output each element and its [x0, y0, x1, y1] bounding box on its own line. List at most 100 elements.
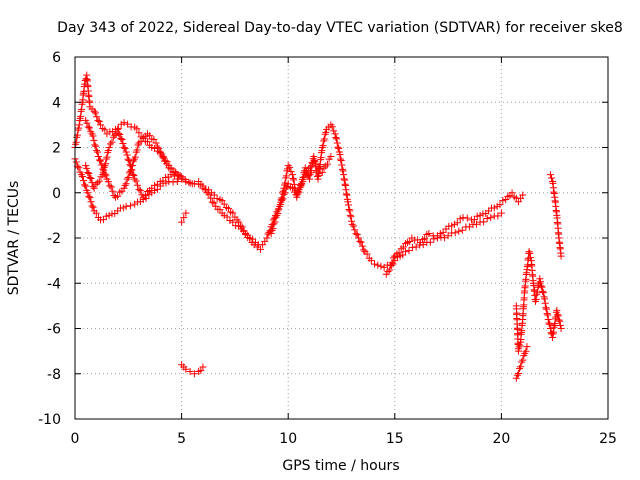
data-point [136, 187, 144, 195]
data-point [345, 201, 353, 209]
data-point [330, 127, 338, 135]
data-point [90, 107, 98, 115]
data-point [99, 216, 107, 224]
data-point [229, 218, 237, 226]
data-point [321, 130, 329, 138]
data-point [135, 185, 143, 193]
data-point [441, 234, 449, 242]
data-point [263, 234, 271, 242]
data-point [158, 150, 166, 158]
data-point [137, 137, 145, 145]
data-point [523, 343, 531, 351]
data-point [557, 325, 565, 332]
data-point [374, 261, 382, 269]
data-point [90, 184, 98, 192]
data-point [363, 250, 371, 258]
data-point [320, 135, 328, 143]
data-point [290, 176, 298, 184]
data-point [175, 171, 183, 179]
data-point [327, 153, 335, 161]
data-point [108, 138, 116, 146]
data-point [542, 304, 550, 312]
data-point [128, 166, 136, 174]
data-point [84, 189, 92, 197]
data-point [384, 267, 392, 275]
data-point [280, 190, 288, 198]
data-point [110, 191, 118, 199]
series-track-g [267, 153, 335, 237]
data-point [494, 212, 502, 220]
data-point [514, 369, 522, 377]
y-tick-label: 2 [52, 141, 61, 157]
data-point [153, 180, 161, 188]
data-point [356, 237, 364, 245]
data-point [483, 215, 491, 223]
data-point [327, 121, 335, 129]
data-point [229, 209, 237, 217]
data-point [338, 161, 346, 169]
data-point [328, 123, 336, 131]
data-point [141, 192, 149, 200]
data-point [450, 220, 458, 228]
data-point [123, 175, 131, 183]
data-point [182, 209, 190, 217]
y-tick-label: 6 [52, 50, 61, 66]
data-point [78, 172, 86, 180]
data-point [122, 180, 130, 188]
data-point [119, 140, 127, 148]
data-point [473, 220, 481, 228]
data-point [274, 210, 282, 218]
x-tick-label: 5 [177, 431, 186, 447]
data-point [197, 180, 205, 188]
data-point [539, 287, 547, 295]
data-point [114, 125, 122, 133]
data-point [210, 199, 218, 207]
data-point [92, 142, 100, 150]
series-track-m [178, 209, 190, 226]
data-point [546, 320, 554, 328]
data-point [75, 164, 83, 172]
data-point [322, 128, 330, 136]
data-point [271, 218, 279, 226]
data-point [102, 212, 110, 220]
data-point [518, 358, 526, 366]
data-point [387, 261, 395, 269]
data-point [430, 235, 438, 243]
data-point [105, 144, 113, 151]
data-point [421, 235, 429, 243]
data-point [295, 186, 303, 194]
data-point [85, 169, 93, 177]
data-point [178, 218, 186, 226]
data-points [71, 71, 565, 382]
data-point [89, 203, 97, 211]
data-point [203, 189, 211, 197]
data-point [346, 211, 354, 219]
data-point [101, 126, 109, 134]
data-point [220, 211, 228, 219]
data-point [533, 288, 541, 296]
plot-frame [74, 56, 609, 420]
series-track-d [82, 125, 196, 201]
y-tick-label: 0 [52, 186, 61, 202]
data-point [358, 242, 366, 250]
data-point [555, 316, 563, 324]
data-point [116, 130, 124, 138]
data-point [91, 109, 99, 117]
data-point [85, 192, 93, 200]
data-point [453, 219, 461, 227]
series-track-e [195, 177, 262, 249]
data-point [126, 202, 134, 210]
data-point [125, 156, 133, 164]
data-point [80, 177, 88, 185]
data-point [473, 212, 481, 220]
data-point [124, 174, 132, 182]
data-point [557, 252, 565, 260]
data-point [156, 149, 164, 157]
data-point [433, 234, 441, 242]
x-tick-label: 10 [279, 431, 297, 447]
data-point [170, 172, 178, 180]
data-point [117, 120, 125, 128]
data-point [554, 311, 562, 319]
data-point [539, 289, 547, 297]
data-point [335, 144, 343, 152]
